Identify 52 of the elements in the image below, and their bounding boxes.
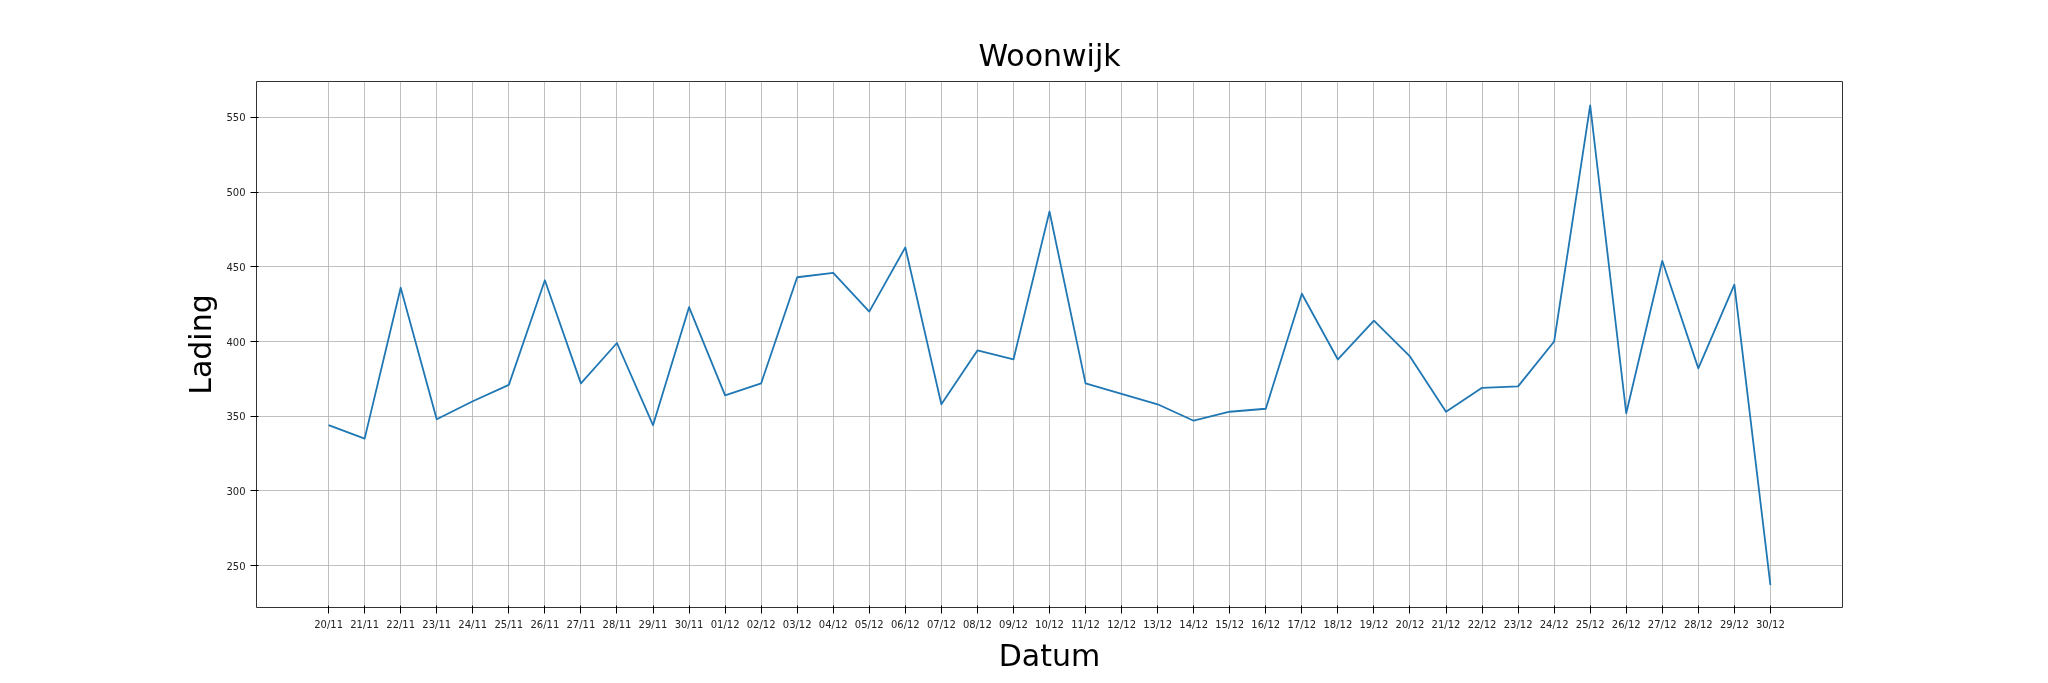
- x-axis-title: Datum: [998, 637, 1101, 673]
- y-tick-label: 300: [226, 485, 246, 497]
- x-tick-label: 30/12: [1756, 618, 1785, 630]
- x-tick-label: 08/12: [963, 618, 992, 630]
- x-tick-label: 12/12: [1107, 618, 1137, 630]
- x-tick-label: 22/11: [386, 618, 416, 630]
- x-tick-label: 21/11: [350, 618, 380, 630]
- x-tick-label: 06/12: [890, 618, 920, 630]
- x-tick-label: 09/12: [999, 618, 1028, 630]
- x-tick-label: 26/11: [530, 618, 560, 630]
- x-tick-label: 27/12: [1647, 618, 1677, 630]
- y-tick-label: 450: [226, 261, 246, 273]
- x-tick-label: 17/12: [1287, 618, 1317, 630]
- y-axis-title: Lading: [183, 294, 219, 395]
- x-tick-label: 23/11: [422, 618, 452, 630]
- x-tick-label: 29/12: [1719, 618, 1749, 630]
- y-tick-label: 500: [226, 187, 246, 199]
- x-tick-label: 23/12: [1503, 618, 1533, 630]
- x-tick-label: 28/12: [1683, 618, 1713, 630]
- x-tick-label: 24/11: [458, 618, 488, 630]
- x-tick-label: 21/12: [1431, 618, 1461, 630]
- x-tick-label: 05/12: [854, 618, 884, 630]
- y-tick-label: 550: [226, 112, 246, 124]
- x-tick-label: 22/12: [1467, 618, 1497, 630]
- x-tick-label: 20/12: [1395, 618, 1425, 630]
- x-tick-label: 29/11: [638, 618, 668, 630]
- x-tick-label: 07/12: [926, 618, 956, 630]
- x-tick-label: 26/12: [1611, 618, 1641, 630]
- x-tick-label: 18/12: [1323, 618, 1353, 630]
- x-tick-label: 20/11: [314, 618, 344, 630]
- chart-title: Woonwijk: [978, 37, 1122, 73]
- x-tick-label: 10/12: [1035, 618, 1064, 630]
- x-tick-label: 14/12: [1179, 618, 1209, 630]
- x-tick-label: 25/12: [1575, 618, 1605, 630]
- x-tick-label: 04/12: [818, 618, 848, 630]
- y-tick-label: 250: [226, 560, 246, 572]
- x-tick-label: 25/11: [494, 618, 524, 630]
- x-tick-label: 16/12: [1251, 618, 1281, 630]
- x-tick-label: 13/12: [1143, 618, 1173, 630]
- x-tick-label: 30/11: [674, 618, 704, 630]
- x-tick-label: 19/12: [1359, 618, 1389, 630]
- x-tick-label: 03/12: [782, 618, 812, 630]
- x-tick-label: 28/11: [602, 618, 632, 630]
- line-series: [327, 104, 1772, 586]
- x-tick-label: 27/11: [566, 618, 596, 630]
- x-tick-label: 11/12: [1071, 618, 1100, 630]
- y-tick-label: 400: [226, 336, 246, 348]
- x-tick-label: 24/12: [1539, 618, 1569, 630]
- x-tick-label: 02/12: [746, 618, 776, 630]
- x-tick-label: 01/12: [710, 618, 740, 630]
- x-tick-label: 15/12: [1215, 618, 1245, 630]
- y-tick-label: 350: [226, 411, 246, 423]
